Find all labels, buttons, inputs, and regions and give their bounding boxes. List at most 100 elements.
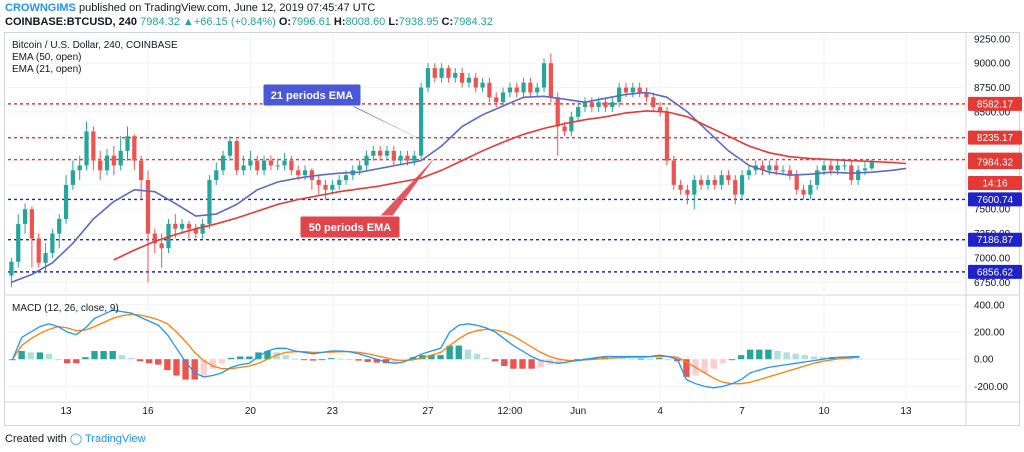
candle-body (719, 175, 724, 185)
candle-body (815, 170, 820, 185)
macd-histogram-bar (528, 359, 535, 369)
candle-body (186, 223, 192, 229)
candle-body (152, 233, 157, 244)
candle-body (739, 175, 745, 195)
candle-body (77, 165, 82, 171)
macd-histogram-bar (91, 351, 98, 360)
candle-body (862, 168, 868, 171)
time-tick-label: 13 (900, 406, 912, 417)
macd-histogram-bar (847, 358, 854, 360)
macd-histogram-bar (64, 359, 71, 364)
time-tick-label: 10 (818, 406, 830, 417)
candle-body (466, 77, 472, 83)
candle-body (774, 165, 779, 171)
macd-histogram-bar (637, 358, 645, 360)
price-tag-label: 6856.62 (977, 267, 1014, 278)
candle-body (159, 243, 164, 249)
ema21-annotation-label: 21 periods EMA (271, 90, 354, 102)
candle-body (835, 165, 840, 171)
author-link[interactable]: CROWNGIMS (5, 2, 76, 14)
time-tick-label: 13 (60, 406, 72, 417)
ema50-annotation-pointer (370, 157, 435, 233)
ema-line (11, 91, 907, 284)
macd-histogram-bar (27, 352, 34, 360)
candle-body (378, 150, 383, 156)
candle-body (43, 253, 48, 263)
price-tag-label: 14:16 (982, 178, 1007, 189)
candle-body (582, 102, 588, 108)
candle-body (384, 150, 390, 156)
time-tick-label: 16 (142, 406, 154, 417)
macd-histogram-bar (765, 349, 772, 360)
change-arrow-icon: ▲ (182, 16, 194, 28)
candle-body (787, 170, 792, 176)
macd-histogram-bar (555, 359, 563, 364)
candle-body (569, 116, 574, 132)
tradingview-logo-icon: ◯ (69, 433, 83, 445)
price-tick-label: 8750.00 (974, 83, 1011, 94)
high-label: H: (333, 16, 346, 28)
price-tick-label: 9000.00 (974, 59, 1011, 70)
macd-histogram-bar (373, 359, 380, 363)
time-tick-label: 12:00 (497, 406, 522, 417)
macd-histogram-bar (282, 355, 289, 360)
candle-body (692, 180, 697, 195)
candle-body (685, 189, 690, 195)
macd-histogram-bar (801, 355, 808, 360)
candle-body (234, 141, 239, 171)
ema50-annotation-label: 50 periods EMA (309, 222, 392, 234)
macd-histogram-bar (473, 353, 481, 360)
candle-body (541, 63, 547, 88)
candle-body (425, 68, 431, 88)
candle-body (16, 223, 21, 262)
candle-body (289, 160, 294, 171)
candle-body (623, 87, 629, 93)
time-tick-label: 27 (422, 406, 434, 417)
candle-body (343, 175, 349, 181)
time-tick-label: 20 (245, 406, 257, 417)
macd-histogram-bar (118, 355, 126, 360)
candle-body (733, 180, 738, 195)
close-value: 7984.32 (453, 16, 493, 28)
price-tag-label: 8235.17 (977, 133, 1014, 144)
ema21-annotation-box (262, 83, 362, 107)
candle-body (111, 155, 116, 166)
macd-histogram-bar (164, 359, 171, 371)
candle-body (494, 97, 499, 103)
candle-body (125, 136, 130, 151)
candle-body (50, 233, 55, 254)
candle-body (22, 209, 28, 224)
candle-body (405, 155, 410, 161)
macd-histogram-bar (701, 359, 708, 373)
candle-body (84, 131, 89, 166)
candle-body (432, 68, 437, 78)
candle-body (821, 165, 827, 171)
macd-histogram-bar (109, 351, 116, 360)
candle-body (459, 72, 465, 83)
open-label: O: (278, 16, 292, 28)
macd-histogram-bar (856, 358, 863, 360)
macd-histogram-bar (464, 349, 472, 360)
macd-histogram-bar (318, 359, 326, 361)
price-tag-label: 8582.17 (977, 99, 1014, 110)
candle-body (644, 92, 649, 98)
candle-body (207, 180, 212, 224)
macd-histogram-bar (246, 356, 253, 360)
candle-body (309, 170, 314, 181)
macd-tick-label: 400.00 (974, 300, 1005, 311)
macd-histogram-bar (756, 349, 763, 360)
macd-histogram-bar (337, 358, 344, 360)
candle-body (173, 223, 178, 229)
legend-title: Bitcoin / U.S. Dollar, 240, COINBASE (12, 40, 178, 51)
candle-body (275, 165, 280, 167)
ema21-annotation-pointer (331, 95, 428, 144)
candle-body (521, 82, 526, 93)
candle-body (548, 63, 553, 98)
candle-body (746, 170, 752, 176)
macd-histogram-bar (182, 359, 189, 380)
candle-body (193, 228, 198, 234)
candle-body (480, 82, 485, 88)
footer-brand[interactable]: TradingView (85, 433, 146, 445)
macd-histogram-bar (628, 358, 635, 360)
